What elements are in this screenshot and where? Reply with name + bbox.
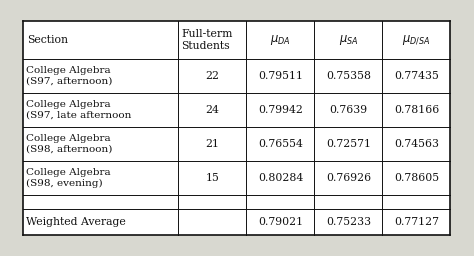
Text: 24: 24 xyxy=(206,105,219,115)
Text: 0.79021: 0.79021 xyxy=(258,217,303,227)
Text: 15: 15 xyxy=(206,173,219,183)
Text: College Algebra
(S97, afternoon): College Algebra (S97, afternoon) xyxy=(27,66,113,86)
Text: 0.78166: 0.78166 xyxy=(394,105,439,115)
Text: 0.78605: 0.78605 xyxy=(394,173,439,183)
Text: 0.75358: 0.75358 xyxy=(326,71,371,81)
Text: College Algebra
(S98, evening): College Algebra (S98, evening) xyxy=(27,168,111,188)
Text: 0.77127: 0.77127 xyxy=(394,217,439,227)
Text: 22: 22 xyxy=(206,71,219,81)
Text: 21: 21 xyxy=(206,139,219,149)
Text: 0.74563: 0.74563 xyxy=(394,139,439,149)
Text: 0.7639: 0.7639 xyxy=(329,105,367,115)
Text: College Algebra
(S97, late afternoon: College Algebra (S97, late afternoon xyxy=(27,100,132,120)
Text: College Algebra
(S98, afternoon): College Algebra (S98, afternoon) xyxy=(27,134,113,154)
Text: 0.80284: 0.80284 xyxy=(258,173,303,183)
Text: 0.77435: 0.77435 xyxy=(394,71,439,81)
Text: $\mu_{SA}$: $\mu_{SA}$ xyxy=(339,33,358,47)
Text: 0.76554: 0.76554 xyxy=(258,139,303,149)
Text: 0.76926: 0.76926 xyxy=(326,173,371,183)
Text: 0.75233: 0.75233 xyxy=(326,217,371,227)
Text: Full-term
Students: Full-term Students xyxy=(182,29,233,51)
Text: Section: Section xyxy=(27,35,69,45)
Text: Weighted Average: Weighted Average xyxy=(27,217,126,227)
Text: 0.79942: 0.79942 xyxy=(258,105,303,115)
Bar xyxy=(24,21,450,235)
Text: $\mu_{D/SA}$: $\mu_{D/SA}$ xyxy=(402,33,431,47)
Text: 0.72571: 0.72571 xyxy=(326,139,371,149)
Text: 0.79511: 0.79511 xyxy=(258,71,303,81)
Text: $\mu_{DA}$: $\mu_{DA}$ xyxy=(270,33,291,47)
